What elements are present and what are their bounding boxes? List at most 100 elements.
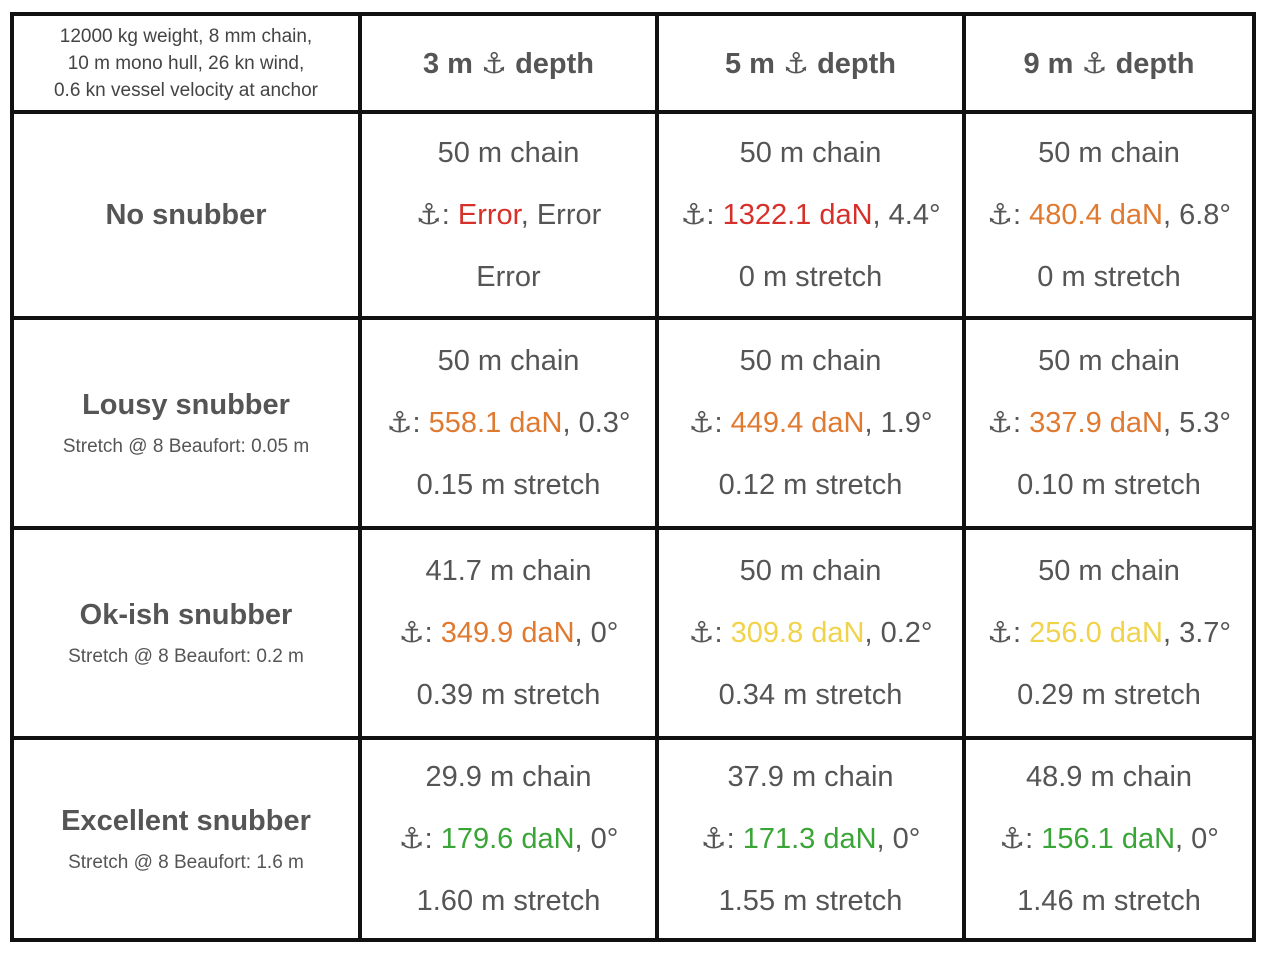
chain-length: 50 m chain — [739, 345, 882, 377]
load-part: 256.0 daN — [1029, 617, 1163, 649]
load-part: , 0.2° — [864, 617, 933, 649]
chain-length: 48.9 m chain — [1025, 761, 1193, 793]
load-part: 156.1 daN — [1041, 823, 1176, 855]
load-part: 171.3 daN — [742, 823, 877, 855]
load-part: 349.9 daN — [440, 617, 575, 649]
load-part: , 4.4° — [872, 199, 941, 231]
result-cell: 37.9 m chain ⚓: 171.3 daN, 0° 1.55 m stret… — [655, 736, 966, 942]
chain-length: 50 m chain — [437, 345, 580, 377]
load-part: 480.4 daN — [1029, 199, 1163, 231]
chain-length: 29.9 m chain — [425, 761, 592, 793]
result-cell: 50 m chain ⚓: 309.8 daN, 0.2° 0.34 m stret… — [655, 526, 966, 740]
chain-length: 50 m chain — [739, 137, 882, 169]
load-part: 1322.1 daN — [722, 199, 873, 231]
stretch: 0.12 m stretch — [718, 469, 903, 501]
row-name: Excellent snubber — [61, 804, 311, 837]
anchor-load: ⚓: 1322.1 daN, 4.4° — [659, 184, 962, 246]
stretch: 1.55 m stretch — [718, 885, 903, 917]
stretch: 0.34 m stretch — [718, 679, 903, 711]
row-name: Lousy snubber — [82, 388, 290, 421]
load-part: , 0° — [876, 823, 921, 855]
load-part: Error — [457, 199, 521, 231]
chain-length: 50 m chain — [739, 555, 882, 587]
row-header: Ok-ish snubber Stretch @ 8 Beaufort: 0.2 … — [10, 526, 362, 740]
load-part: ⚓: — [398, 823, 441, 855]
header-row: 12000 kg weight, 8 mm chain, 10 m mono hu… — [10, 12, 1256, 114]
chain-length: 50 m chain — [437, 137, 580, 169]
load-part: ⚓: — [398, 617, 441, 649]
stretch: 0.29 m stretch — [1017, 679, 1201, 711]
result-cell: 50 m chain ⚓: 480.4 daN, 6.8° 0 m stretch — [962, 110, 1256, 320]
column-header: 3 m ⚓ depth — [358, 12, 659, 114]
result-cell: 50 m chain ⚓: 1322.1 daN, 4.4° 0 m stretch — [655, 110, 966, 320]
row-subtitle: Stretch @ 8 Beaufort: 1.6 m — [68, 851, 304, 873]
result-cell: 50 m chain ⚓: 558.1 daN, 0.3° 0.15 m stret… — [358, 316, 659, 530]
result-cell: 50 m chain ⚓: Error, Error Error — [358, 110, 659, 320]
load-part: 179.6 daN — [440, 823, 575, 855]
load-part: , 1.9° — [864, 407, 933, 439]
stretch: 0 m stretch — [1037, 261, 1181, 293]
result-cell: 50 m chain ⚓: 449.4 daN, 1.9° 0.12 m stret… — [655, 316, 966, 530]
anchor-load: ⚓: 179.6 daN, 0° — [362, 808, 655, 870]
load-part: ⚓: — [688, 617, 731, 649]
load-part: , 6.8° — [1162, 199, 1231, 231]
row: No snubber 50 m chain ⚓: Error, Error Error… — [10, 110, 1256, 320]
load-part: ⚓: — [987, 407, 1030, 439]
result-cell: 50 m chain ⚓: 337.9 daN, 5.3° 0.10 m stret… — [962, 316, 1256, 530]
chain-length: 37.9 m chain — [727, 761, 894, 793]
anchor-load: ⚓: 558.1 daN, 0.3° — [362, 392, 655, 454]
load-part: , 3.7° — [1162, 617, 1231, 649]
load-part: ⚓: — [680, 199, 723, 231]
load-part: , 0° — [1175, 823, 1219, 855]
stretch: 1.46 m stretch — [1017, 885, 1201, 917]
corner-line: 12000 kg weight, 8 mm chain, — [59, 25, 313, 47]
row-header: Excellent snubber Stretch @ 8 Beaufort: 1… — [10, 736, 362, 942]
load-part: , 0.3° — [562, 407, 631, 439]
load-part: 337.9 daN — [1029, 407, 1163, 439]
load-part: ⚓: — [987, 617, 1030, 649]
anchor-load: ⚓: 337.9 daN, 5.3° — [966, 392, 1252, 454]
anchor-load: ⚓: 349.9 daN, 0° — [362, 602, 655, 664]
load-part: ⚓: — [700, 823, 743, 855]
stretch: 0.15 m stretch — [416, 469, 601, 501]
load-part: ⚓: — [415, 199, 458, 231]
load-part: , 5.3° — [1162, 407, 1231, 439]
result-cell: 41.7 m chain ⚓: 349.9 daN, 0° 0.39 m stret… — [358, 526, 659, 740]
load-part: ⚓: — [386, 407, 429, 439]
load-part: 449.4 daN — [730, 407, 865, 439]
row: Lousy snubber Stretch @ 8 Beaufort: 0.05 … — [10, 316, 1256, 530]
stretch: 0 m stretch — [738, 261, 883, 293]
chain-length: 50 m chain — [1038, 137, 1180, 169]
load-part: ⚓: — [987, 199, 1030, 231]
row: Excellent snubber Stretch @ 8 Beaufort: 1… — [10, 736, 1256, 942]
result-cell: 48.9 m chain ⚓: 156.1 daN, 0° 1.46 m stret… — [962, 736, 1256, 942]
corner-cell: 12000 kg weight, 8 mm chain, 10 m mono hu… — [10, 12, 362, 114]
results-table: 12000 kg weight, 8 mm chain, 10 m mono hu… — [10, 12, 1256, 942]
corner-line: 0.6 kn vessel velocity at anchor — [53, 79, 319, 101]
result-cell: 50 m chain ⚓: 256.0 daN, 3.7° 0.29 m stret… — [962, 526, 1256, 740]
anchor-load: ⚓: 171.3 daN, 0° — [659, 808, 962, 870]
row: Ok-ish snubber Stretch @ 8 Beaufort: 0.2 … — [10, 526, 1256, 740]
column-header: 5 m ⚓ depth — [655, 12, 966, 114]
load-part: ⚓: — [688, 407, 731, 439]
row-name: Ok-ish snubber — [79, 598, 293, 631]
row-subtitle: Stretch @ 8 Beaufort: 0.05 m — [62, 435, 310, 457]
load-part: , 0° — [574, 823, 619, 855]
row-subtitle: Stretch @ 8 Beaufort: 0.2 m — [68, 645, 304, 667]
stretch: Error — [476, 261, 541, 293]
anchor-load: ⚓: 309.8 daN, 0.2° — [659, 602, 962, 664]
load-part: ⚓: — [999, 823, 1042, 855]
corner-line: 10 m mono hull, 26 kn wind, — [67, 52, 305, 74]
chain-length: 41.7 m chain — [425, 555, 592, 587]
load-part: , Error — [520, 199, 602, 231]
stretch: 0.10 m stretch — [1017, 469, 1201, 501]
stretch: 0.39 m stretch — [416, 679, 601, 711]
chain-length: 50 m chain — [1038, 345, 1180, 377]
row-header: No snubber — [10, 110, 362, 320]
row-name: No snubber — [105, 198, 267, 231]
anchor-load: ⚓: 256.0 daN, 3.7° — [966, 602, 1252, 664]
chain-length: 50 m chain — [1038, 555, 1180, 587]
load-part: 558.1 daN — [428, 407, 563, 439]
anchor-load: ⚓: 480.4 daN, 6.8° — [966, 184, 1252, 246]
